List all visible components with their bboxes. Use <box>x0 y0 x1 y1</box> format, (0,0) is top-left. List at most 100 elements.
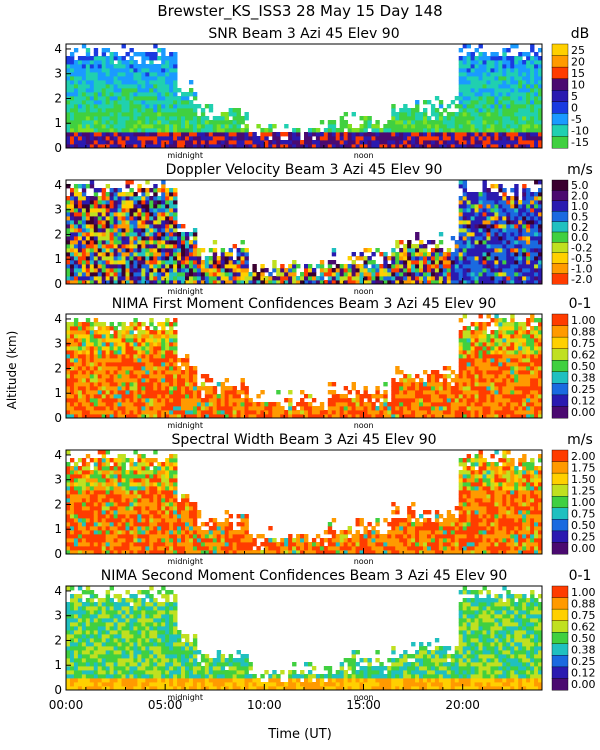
heatmap-cell <box>399 414 404 419</box>
heatmap-cell <box>192 390 198 395</box>
heatmap-cell <box>446 398 452 403</box>
heatmap-cell <box>470 358 475 363</box>
heatmap-cell <box>165 240 170 245</box>
heatmap-cell <box>121 346 126 351</box>
heatmap-cell <box>77 276 83 281</box>
heatmap-cell <box>129 140 134 145</box>
heatmap-cell <box>399 276 404 281</box>
heatmap-cell <box>327 398 333 403</box>
heatmap-cell <box>165 136 170 141</box>
heatmap-cell <box>446 144 452 149</box>
heatmap-cell <box>411 410 416 415</box>
heatmap-cell <box>514 220 519 225</box>
heatmap-cell <box>89 80 95 85</box>
heatmap-cell <box>220 132 226 137</box>
heatmap-cell <box>165 280 170 285</box>
heatmap-cell <box>105 410 111 415</box>
heatmap-cell <box>97 140 103 145</box>
heatmap-cell <box>486 100 491 105</box>
heatmap-cell <box>125 334 130 339</box>
heatmap-cell <box>518 88 523 93</box>
heatmap-cell <box>177 260 182 265</box>
heatmap-cell <box>117 322 122 327</box>
heatmap-cell <box>224 124 230 129</box>
heatmap-cell <box>117 220 122 225</box>
heatmap-cell <box>343 136 349 141</box>
heatmap-cell <box>200 264 206 269</box>
heatmap-cell <box>534 64 539 69</box>
heatmap-cell <box>73 354 79 359</box>
heatmap-cell <box>125 390 130 395</box>
heatmap-cell <box>196 144 202 149</box>
heatmap-cell <box>69 280 75 285</box>
heatmap-cell <box>482 330 487 335</box>
heatmap-cell <box>109 354 114 359</box>
heatmap-cell <box>534 240 539 245</box>
heatmap-cell <box>157 390 162 395</box>
heatmap-cell <box>458 264 464 269</box>
heatmap-cell <box>490 272 495 277</box>
heatmap-cell <box>454 96 460 101</box>
heatmap-cell <box>117 188 122 193</box>
heatmap-cell <box>403 140 408 145</box>
heatmap-cell <box>351 410 356 415</box>
heatmap-cell <box>498 144 503 149</box>
heatmap-cell <box>169 410 174 415</box>
heatmap-cell <box>339 276 345 281</box>
heatmap-cell <box>510 204 515 209</box>
heatmap-cell <box>534 60 539 65</box>
heatmap-cell <box>177 144 182 149</box>
heatmap-cell <box>157 124 162 129</box>
heatmap-cell <box>300 272 305 277</box>
heatmap-cell <box>304 268 309 273</box>
heatmap-cell <box>244 268 249 273</box>
heatmap-cell <box>335 132 341 137</box>
heatmap-cell <box>145 362 150 367</box>
heatmap-cell <box>173 280 178 285</box>
heatmap-cell <box>125 342 130 347</box>
heatmap-cell <box>339 144 345 149</box>
heatmap-cell <box>359 406 364 411</box>
heatmap-cell <box>165 228 170 233</box>
heatmap-cell <box>411 280 416 285</box>
heatmap-cell <box>256 414 261 419</box>
heatmap-cell <box>466 228 471 233</box>
heatmap-cell <box>149 318 154 323</box>
heatmap-cell <box>93 68 99 73</box>
heatmap-cell <box>181 132 186 137</box>
heatmap-cell <box>462 236 468 241</box>
heatmap-cell <box>192 108 198 113</box>
heatmap-cell <box>347 406 352 411</box>
heatmap-cell <box>327 260 333 265</box>
heatmap-cell <box>157 268 162 273</box>
heatmap-cell <box>101 48 107 53</box>
heatmap-cell <box>165 374 170 379</box>
heatmap-cell <box>486 256 491 261</box>
heatmap-cell <box>494 394 499 399</box>
heatmap-cell <box>327 144 333 149</box>
heatmap-cell <box>486 248 491 253</box>
heatmap-cell <box>73 350 79 355</box>
heatmap-cell <box>359 128 364 133</box>
heatmap-cell <box>470 112 475 117</box>
heatmap-cell <box>240 120 245 125</box>
heatmap-cell <box>81 402 87 407</box>
heatmap-cell <box>109 72 114 77</box>
heatmap-cell <box>311 144 317 149</box>
heatmap-cell <box>494 252 499 257</box>
heatmap-cell <box>355 410 360 415</box>
heatmap-cell <box>454 398 460 403</box>
heatmap-cell <box>81 224 87 229</box>
heatmap-cell <box>173 366 178 371</box>
heatmap-cell <box>200 248 206 253</box>
heatmap-cell <box>490 264 495 269</box>
heatmap-cell <box>518 228 523 233</box>
heatmap-cell <box>145 390 150 395</box>
heatmap-cell <box>85 330 91 335</box>
heatmap-cell <box>426 240 432 245</box>
heatmap-cell <box>478 252 483 257</box>
heatmap-cell <box>141 390 146 395</box>
heatmap-cell <box>97 350 103 355</box>
heatmap-cell <box>478 192 483 197</box>
heatmap-cell <box>462 276 468 281</box>
